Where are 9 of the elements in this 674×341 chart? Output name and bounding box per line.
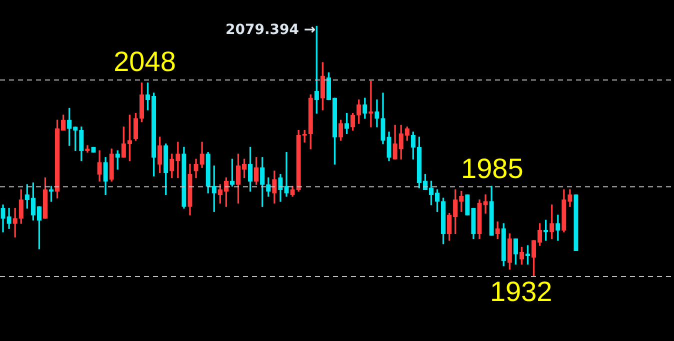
candlestick [368, 80, 374, 128]
annotation: 2079.394 → [226, 22, 316, 38]
ref-line-label: 1932 [490, 276, 552, 307]
ref-line-label: 1985 [461, 152, 524, 184]
ref-line-label: 2048 [114, 46, 176, 78]
candlestick [483, 194, 488, 214]
candlestick [284, 152, 289, 197]
candlestick [176, 142, 180, 178]
candlestick [12, 208, 18, 238]
